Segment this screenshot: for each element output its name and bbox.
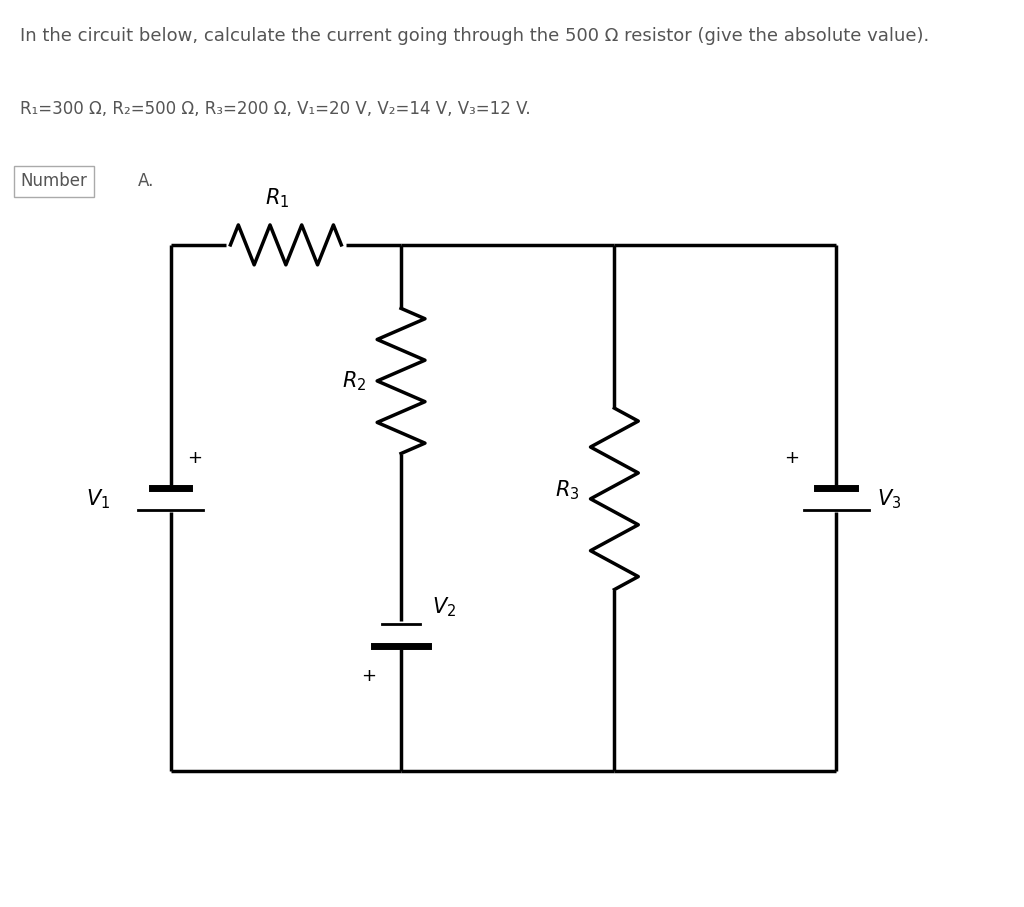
Text: R₁=300 Ω, R₂=500 Ω, R₃=200 Ω, V₁=20 V, V₂=14 V, V₃=12 V.: R₁=300 Ω, R₂=500 Ω, R₃=200 Ω, V₁=20 V, V… (20, 100, 531, 118)
Text: $+$: $+$ (361, 667, 376, 685)
Text: $R_2$: $R_2$ (342, 369, 367, 393)
Text: Number: Number (20, 172, 87, 190)
Text: $+$: $+$ (187, 449, 202, 467)
Text: $V_3$: $V_3$ (877, 487, 901, 511)
Text: $V_1$: $V_1$ (86, 487, 111, 511)
Text: $R_1$: $R_1$ (265, 187, 290, 210)
Text: $R_3$: $R_3$ (555, 478, 580, 502)
Text: $+$: $+$ (784, 449, 800, 467)
Text: $V_2$: $V_2$ (432, 596, 456, 619)
Text: In the circuit below, calculate the current going through the 500 Ω resistor (gi: In the circuit below, calculate the curr… (20, 27, 930, 45)
Text: A.: A. (138, 172, 155, 190)
